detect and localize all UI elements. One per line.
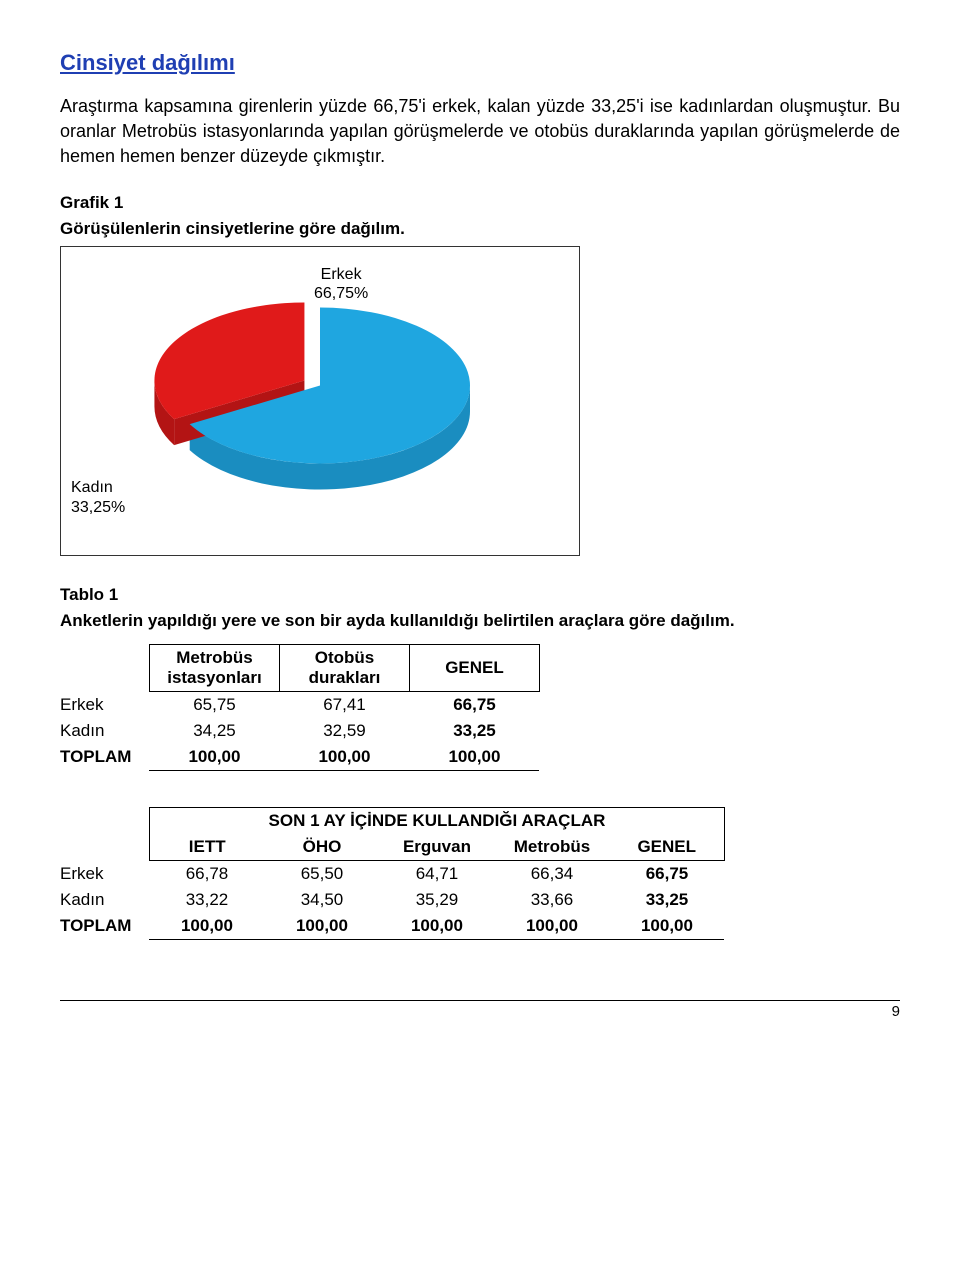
table2-col-header: ÖHO <box>264 834 379 861</box>
table1-row-label: Kadın <box>60 718 149 744</box>
table2-cell: 33,66 <box>494 887 609 913</box>
table2-cell: 100,00 <box>609 913 724 940</box>
table1-heading: Tablo 1 Anketlerin yapıldığı yere ve son… <box>60 584 900 632</box>
table2-col-header: IETT <box>149 834 264 861</box>
table2: SON 1 AY İÇİNDE KULLANDIĞI ARAÇLARIETTÖH… <box>60 807 725 940</box>
section-title: Cinsiyet dağılımı <box>60 50 900 76</box>
table2-cell: 34,50 <box>264 887 379 913</box>
table2-col-header: Metrobüs <box>494 834 609 861</box>
table1-cell: 100,00 <box>279 744 409 771</box>
table2-cell: 64,71 <box>379 860 494 887</box>
table2-cell: 66,78 <box>149 860 264 887</box>
table2-cell: 33,25 <box>609 887 724 913</box>
table1-cell: 100,00 <box>409 744 539 771</box>
pie-chart: Erkek 66,75% Kadın 33,25% <box>60 246 580 556</box>
table1-cell: 34,25 <box>149 718 279 744</box>
page-footer: 9 <box>60 1000 900 1020</box>
intro-paragraph: Araştırma kapsamına girenlerin yüzde 66,… <box>60 94 900 170</box>
table1-row-label: Erkek <box>60 691 149 718</box>
table1-cell: 67,41 <box>279 691 409 718</box>
slice-label-kadin: Kadın 33,25% <box>71 478 125 516</box>
table1-cell: 33,25 <box>409 718 539 744</box>
table2-col-header: Erguvan <box>379 834 494 861</box>
table1: MetrobüsistasyonlarıOtobüsduraklarıGENEL… <box>60 644 540 771</box>
table2-cell: 66,34 <box>494 860 609 887</box>
table1-col-header: Metrobüsistasyonları <box>149 644 279 691</box>
table2-cell: 33,22 <box>149 887 264 913</box>
table1-cell: 100,00 <box>149 744 279 771</box>
table1-cell: 66,75 <box>409 691 539 718</box>
chart-heading-line2: Görüşülenlerin cinsiyetlerine göre dağıl… <box>60 218 900 240</box>
slice-name-erkek: Erkek <box>321 266 362 283</box>
table2-cell: 66,75 <box>609 860 724 887</box>
table2-cell: 100,00 <box>264 913 379 940</box>
table2-cell: 35,29 <box>379 887 494 913</box>
table2-cell: 100,00 <box>149 913 264 940</box>
table1-row-label: TOPLAM <box>60 744 149 771</box>
chart-heading: Grafik 1 Görüşülenlerin cinsiyetlerine g… <box>60 192 900 240</box>
table1-heading-line2: Anketlerin yapıldığı yere ve son bir ayd… <box>60 610 900 632</box>
table1-cell: 32,59 <box>279 718 409 744</box>
table1-col-header: Otobüsdurakları <box>279 644 409 691</box>
table2-row-label: Erkek <box>60 860 149 887</box>
page-number: 9 <box>892 1003 900 1020</box>
table2-banner: SON 1 AY İÇİNDE KULLANDIĞI ARAÇLAR <box>149 807 724 834</box>
slice-pct-kadin: 33,25% <box>71 499 125 516</box>
table2-cell: 65,50 <box>264 860 379 887</box>
chart-heading-line1: Grafik 1 <box>60 192 900 214</box>
table1-cell: 65,75 <box>149 691 279 718</box>
table2-cell: 100,00 <box>379 913 494 940</box>
table2-row-label: TOPLAM <box>60 913 149 940</box>
table1-col-header: GENEL <box>409 644 539 691</box>
table1-heading-line1: Tablo 1 <box>60 584 900 606</box>
table2-col-header: GENEL <box>609 834 724 861</box>
table2-row-label: Kadın <box>60 887 149 913</box>
slice-name-kadin: Kadın <box>71 479 113 496</box>
table2-cell: 100,00 <box>494 913 609 940</box>
